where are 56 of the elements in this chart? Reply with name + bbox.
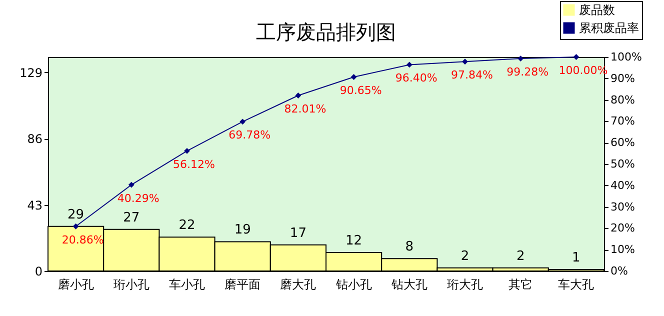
x-tick-label: 车大孔 [558, 278, 594, 292]
legend-label: 废品数 [579, 3, 615, 17]
x-tick-label: 钻小孔 [334, 278, 372, 292]
y2-tick-label: 10% [610, 243, 635, 256]
x-tick-label: 磨小孔 [58, 278, 94, 292]
x-tick-label: 车小孔 [169, 278, 205, 292]
data-label: 90.65% [340, 84, 382, 98]
data-label: 1 [572, 250, 580, 266]
data-label: 56.12% [173, 158, 215, 171]
data-label: 12 [346, 234, 362, 249]
x-tick-label: 珩小孔 [113, 278, 150, 292]
y-tick-label: 43 [27, 198, 42, 212]
y2-tick-label: 30% [610, 200, 635, 214]
data-label: 27 [123, 210, 140, 226]
data-label: 69.78% [228, 128, 271, 142]
data-label: 2 [460, 248, 470, 264]
legend-label: 累积废品率 [579, 21, 639, 35]
y2-tick-label: 40% [610, 178, 635, 192]
x-tick-label: 珩大孔 [447, 278, 483, 292]
y2-tick-label: 70% [610, 114, 635, 128]
chart-title: 工序废品排列图 [256, 20, 396, 44]
y2-tick-label: 100% [610, 50, 642, 64]
y2-tick-label: 60% [610, 136, 635, 150]
y2-tick-label: 80% [610, 93, 635, 106]
data-label: 97.84% [451, 68, 493, 82]
point [184, 148, 190, 154]
data-label: 22 [178, 218, 196, 234]
y2-tick-label: 50% [610, 158, 635, 170]
point [350, 74, 357, 80]
x-tick-label: 钻大孔 [390, 278, 428, 292]
data-label: 29 [68, 207, 84, 222]
x-tick-label: 磨平面 [224, 278, 261, 292]
y2-tick-label: 0% [610, 264, 628, 278]
x-tick-label: 磨大孔 [280, 278, 316, 292]
y-tick-label: 86 [27, 132, 42, 146]
y-tick-label: 129 [20, 66, 42, 80]
y2-tick-label: 90% [610, 72, 635, 85]
point [72, 223, 79, 230]
point [462, 58, 468, 65]
point [240, 118, 246, 125]
point [128, 182, 134, 188]
point [573, 54, 580, 60]
data-label: 40.29% [117, 192, 160, 205]
data-label: 82.01% [284, 102, 326, 116]
y2-tick-label: 20% [610, 222, 635, 235]
point [518, 56, 524, 62]
point [295, 92, 302, 98]
data-label: 96.40% [395, 72, 438, 85]
y-tick-label: 0 [34, 264, 42, 278]
data-label: 19 [234, 222, 251, 238]
data-label: 2 [516, 248, 525, 264]
data-label: 17 [290, 226, 306, 241]
x-tick-label: 其它 [508, 278, 533, 292]
data-label: 99.28% [506, 66, 549, 79]
point [406, 62, 412, 68]
data-label: 8 [405, 240, 414, 255]
